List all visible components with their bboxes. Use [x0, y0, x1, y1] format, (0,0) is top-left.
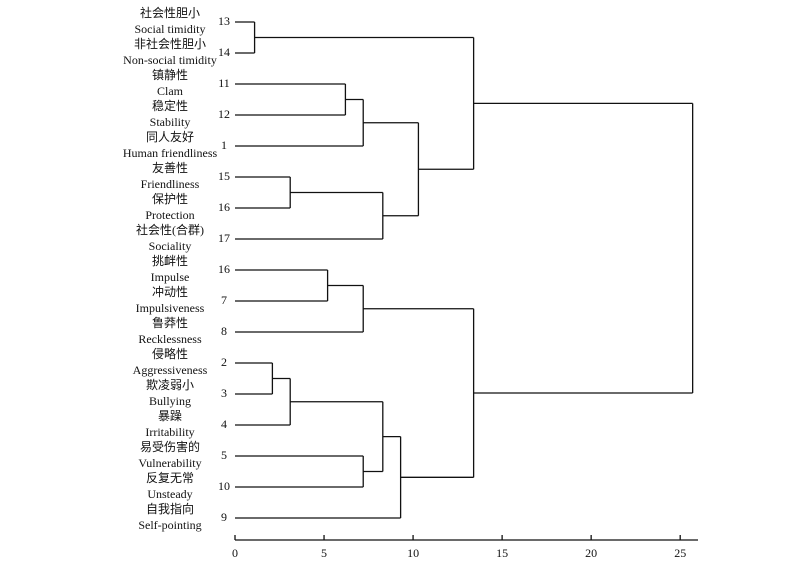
leaf-id: 13	[218, 14, 230, 28]
leaf-label-en: Friendliness	[141, 177, 200, 191]
leaf-label-cn: 同人友好	[146, 130, 194, 144]
x-tick-label: 10	[407, 546, 419, 560]
leaf-label-en: Self-pointing	[138, 518, 201, 532]
leaf-label-en: Bullying	[149, 394, 191, 408]
x-tick-label: 25	[674, 546, 686, 560]
leaf-label-cn: 友善性	[152, 160, 188, 175]
leaf-id: 11	[218, 76, 230, 90]
leaf-id: 15	[218, 169, 230, 183]
leaf-label-en: Impulse	[151, 270, 190, 284]
leaf-label-en: Unsteady	[147, 487, 192, 501]
leaf-label-en: Non-social timidity	[123, 53, 217, 67]
leaf-label-cn: 自我指向	[146, 501, 194, 516]
leaf-id: 7	[221, 293, 227, 307]
leaf-id: 16	[218, 262, 230, 276]
leaf-id: 16	[218, 200, 230, 214]
leaf-id: 8	[221, 324, 227, 338]
leaf-label-cn: 镇静性	[152, 68, 188, 82]
leaf-label-en: Stability	[150, 115, 191, 129]
leaf-id: 4	[221, 417, 227, 431]
leaf-id: 17	[218, 231, 230, 245]
leaf-id: 1	[221, 138, 227, 152]
leaf-label-en: Human friendliness	[123, 146, 218, 160]
x-tick-label: 15	[496, 546, 508, 560]
leaf-id: 5	[221, 448, 227, 462]
leaf-label-cn: 鲁莽性	[152, 316, 188, 330]
x-tick-label: 0	[232, 546, 238, 560]
leaf-label-cn: 反复无常	[146, 471, 194, 485]
leaf-label-en: Sociality	[149, 239, 192, 253]
leaf-label-en: Protection	[145, 208, 194, 222]
leaf-label-en: Irritability	[145, 425, 194, 439]
leaf-label-cn: 非社会性胆小	[134, 36, 206, 51]
leaf-id: 2	[221, 355, 227, 369]
leaf-id: 3	[221, 386, 227, 400]
leaf-label-cn: 社会性(合群)	[136, 222, 204, 237]
leaf-label-cn: 保护性	[152, 192, 188, 206]
x-tick-label: 5	[321, 546, 327, 560]
leaf-label-cn: 欺凌弱小	[146, 378, 194, 392]
leaf-label-en: Aggressiveness	[133, 363, 208, 377]
leaf-label-cn: 易受伤害的	[140, 439, 200, 454]
leaf-id: 14	[218, 45, 230, 59]
leaf-label-en: Clam	[157, 84, 184, 98]
leaf-label-en: Impulsiveness	[136, 301, 205, 315]
leaf-label-cn: 侵略性	[152, 346, 188, 361]
leaf-label-cn: 社会性胆小	[140, 5, 200, 20]
leaf-id: 10	[218, 479, 230, 493]
leaf-label-cn: 稳定性	[152, 98, 188, 113]
leaf-id: 12	[218, 107, 230, 121]
leaf-label-cn: 冲动性	[152, 284, 188, 299]
leaf-label-cn: 暴躁	[158, 409, 182, 423]
leaf-id: 9	[221, 510, 227, 524]
leaf-label-en: Recklessness	[138, 332, 202, 346]
x-tick-label: 20	[585, 546, 597, 560]
leaf-label-en: Social timidity	[135, 22, 206, 36]
leaf-label-en: Vulnerability	[138, 456, 201, 470]
leaf-label-cn: 挑衅性	[152, 254, 188, 268]
